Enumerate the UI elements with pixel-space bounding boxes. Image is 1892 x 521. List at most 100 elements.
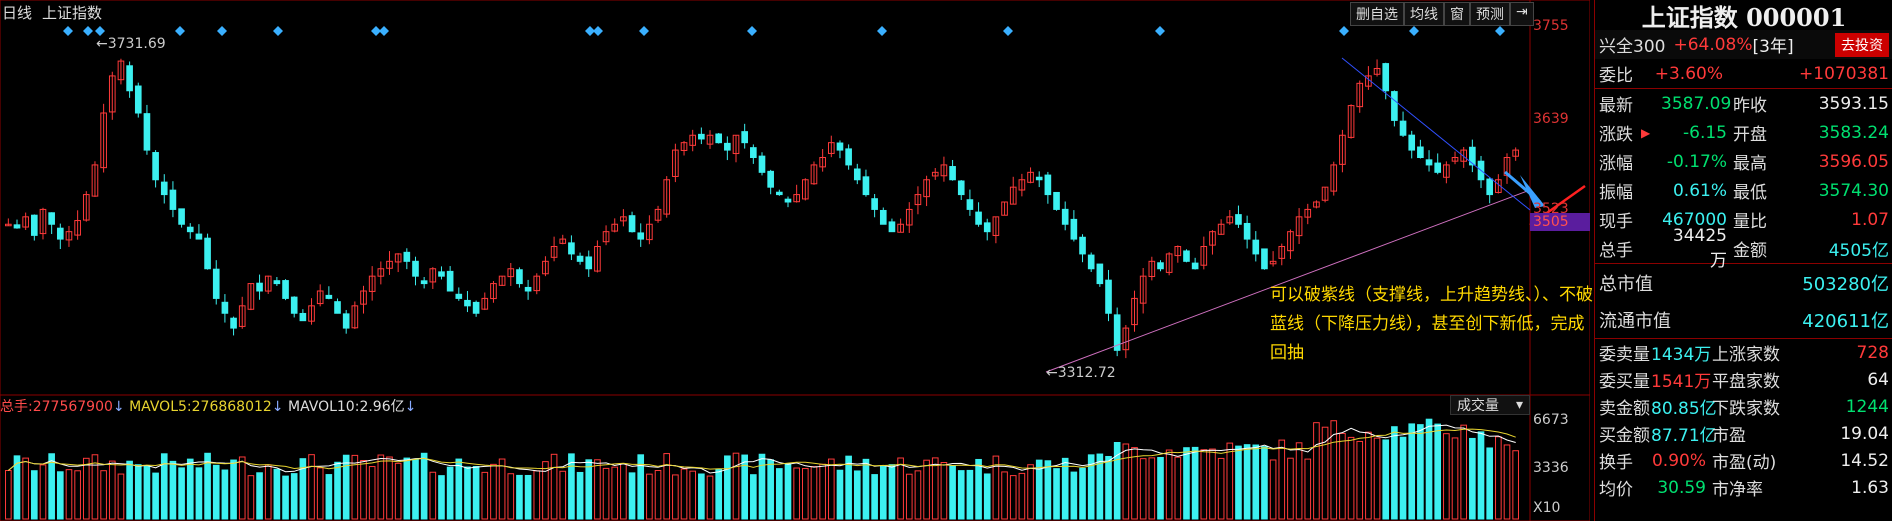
volume-bar xyxy=(1408,423,1416,520)
volume-bar xyxy=(1131,447,1138,520)
order-value: 87.71亿 xyxy=(1651,426,1717,446)
weibi-pct: +3.60% xyxy=(1654,63,1723,84)
volume-bar xyxy=(394,462,402,520)
candle xyxy=(126,61,133,98)
volume-bar xyxy=(1261,446,1268,520)
volume-bar xyxy=(646,473,653,520)
candle xyxy=(264,275,272,294)
candle xyxy=(1096,263,1104,287)
period-label[interactable]: 日线 xyxy=(2,3,33,22)
volume-bar xyxy=(550,453,558,520)
volume-bar xyxy=(1269,459,1277,520)
float-cap-value: 420611亿 xyxy=(1802,310,1889,332)
quote-value: 3587.09 xyxy=(1661,93,1732,114)
candle xyxy=(108,71,116,120)
quote-label: 总手 xyxy=(1599,241,1633,261)
quote-row-latest: 最新 3587.09 昨收 3593.15 xyxy=(1595,89,1892,118)
volume-bar xyxy=(403,457,411,520)
toolbar-remove-favorite[interactable]: 删自选 xyxy=(1350,2,1404,26)
chevron-down-icon: ▾ xyxy=(1515,397,1523,413)
volume-bar xyxy=(1122,443,1130,520)
volume-bar xyxy=(1339,432,1346,520)
candle xyxy=(568,235,575,261)
volume-bar xyxy=(1001,471,1008,520)
chart-area[interactable]: 日线 上证指数 删自选 均线 窗 预测 ⇥ 3755 3639 3523 350… xyxy=(0,0,1593,521)
volume-bar xyxy=(108,460,116,520)
volume-bar xyxy=(585,459,593,520)
candle xyxy=(879,207,887,225)
volume-bar xyxy=(56,471,64,520)
candle xyxy=(533,273,541,295)
volume-bar xyxy=(758,453,766,520)
candle xyxy=(1200,236,1208,270)
exit-fullscreen-icon[interactable]: ⇥ xyxy=(1510,2,1534,26)
volume-bar xyxy=(533,470,541,520)
candle xyxy=(316,284,324,307)
volume-bar xyxy=(134,464,142,520)
volume-bar xyxy=(1018,472,1026,520)
candle xyxy=(351,301,359,330)
candle xyxy=(273,276,281,286)
order-label: 市净率 xyxy=(1712,480,1763,500)
candle xyxy=(290,296,298,318)
candle xyxy=(160,174,168,204)
vol-total-label: 总手: xyxy=(0,399,33,415)
volume-bar xyxy=(1235,445,1242,520)
volume-bar xyxy=(48,453,55,520)
order-value: 64 xyxy=(1867,369,1889,390)
volume-bar xyxy=(256,472,263,520)
volume-bar xyxy=(602,467,610,520)
market-cap-label: 总市值 xyxy=(1599,273,1653,295)
candlestick-chart[interactable] xyxy=(0,0,1590,395)
volume-bar xyxy=(507,473,515,520)
volume-bar xyxy=(654,470,662,520)
candle xyxy=(446,266,454,292)
volume-bar xyxy=(212,464,220,520)
panel-title: 上证指数 000001 xyxy=(1641,2,1847,32)
candle xyxy=(334,298,341,314)
volume-bar xyxy=(836,469,844,520)
order-value: 19.04 xyxy=(1840,423,1889,444)
candle xyxy=(178,208,185,228)
volume-bar xyxy=(975,458,982,520)
market-cap-row: 总市值 503280亿 xyxy=(1595,264,1892,301)
candle xyxy=(464,291,471,313)
candle xyxy=(1425,150,1433,172)
candle xyxy=(1451,151,1459,165)
volume-bar xyxy=(801,468,809,520)
candle xyxy=(931,168,939,180)
volume-bar xyxy=(178,467,185,520)
volume-bar xyxy=(680,468,688,520)
candle xyxy=(646,215,653,245)
volume-bar xyxy=(1391,426,1398,520)
fund-row[interactable]: 兴全300 +64.08% [3年] 去投资 xyxy=(1595,30,1892,59)
volume-bar xyxy=(481,471,489,520)
volume-bar xyxy=(715,468,723,520)
candle xyxy=(1174,245,1182,263)
candle xyxy=(1287,229,1294,259)
volume-bar xyxy=(1183,447,1190,520)
toolbar-ma[interactable]: 均线 xyxy=(1404,2,1444,26)
fund-period: [3年] xyxy=(1752,37,1794,57)
volume-bar xyxy=(1278,439,1286,520)
volume-bar xyxy=(1469,437,1476,520)
volume-bar xyxy=(308,454,315,520)
volume-bar xyxy=(273,468,281,520)
volume-header: 总手:277567900↓ MAVOL5:276868012↓ MAVOL10:… xyxy=(0,399,417,415)
signal-diamond-icon xyxy=(379,26,389,36)
signal-diamond-icon xyxy=(747,26,757,36)
candle xyxy=(22,212,29,230)
candle xyxy=(836,140,844,159)
volume-bar xyxy=(1347,436,1355,520)
candle xyxy=(342,309,350,334)
price-axis-label: 3755 xyxy=(1533,18,1569,34)
volume-chart[interactable] xyxy=(0,395,1590,521)
volume-indicator-select[interactable]: 成交量 ▾ xyxy=(1450,395,1530,415)
candle xyxy=(1044,171,1052,204)
mavol-line xyxy=(7,424,1516,474)
candle xyxy=(1018,173,1026,197)
toolbar-forecast[interactable]: 预测 xyxy=(1470,2,1510,26)
toolbar-window[interactable]: 窗 xyxy=(1444,2,1470,26)
invest-button[interactable]: 去投资 xyxy=(1835,32,1889,57)
high-value: 3731.69 xyxy=(107,36,166,52)
